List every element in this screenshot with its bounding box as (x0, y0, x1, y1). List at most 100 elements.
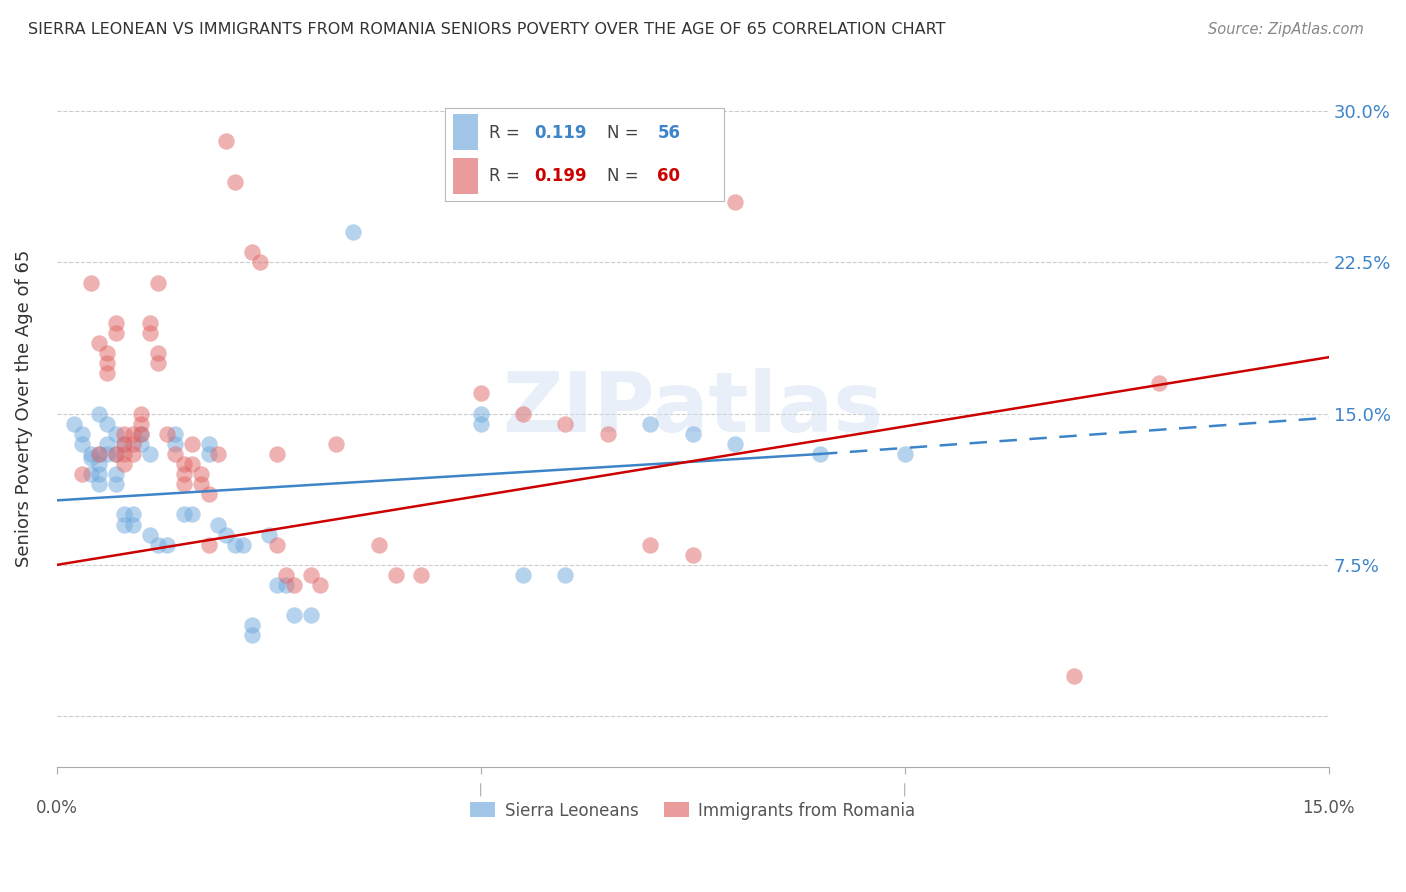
Point (104, 326, 127, 340)
Point (724, 437, 747, 451)
Point (96, 367, 118, 381)
Point (122, 517, 145, 532)
Point (87, 447, 110, 461)
Point (173, 477, 195, 491)
Point (181, 508, 204, 522)
Point (173, 508, 195, 522)
Point (114, 426, 136, 441)
Point (257, 527, 280, 541)
Point (411, 568, 433, 582)
Point (554, 417, 576, 431)
Text: 15.0%: 15.0% (1302, 798, 1355, 817)
Point (104, 316, 127, 330)
Point (554, 568, 576, 582)
Text: ZIPatlas: ZIPatlas (502, 368, 883, 449)
Point (173, 467, 195, 482)
Point (682, 548, 704, 562)
Point (139, 326, 162, 340)
Point (173, 457, 195, 471)
Point (198, 437, 221, 451)
Point (122, 447, 145, 461)
Point (131, 437, 153, 451)
Point (87, 407, 110, 421)
Point (325, 437, 347, 451)
Point (181, 437, 204, 451)
Point (104, 447, 127, 461)
Point (131, 417, 153, 431)
Legend: Sierra Leoneans, Immigrants from Romania: Sierra Leoneans, Immigrants from Romania (463, 795, 922, 826)
Point (79, 447, 101, 461)
Point (165, 426, 187, 441)
Point (139, 447, 162, 461)
Point (190, 477, 212, 491)
Point (512, 407, 534, 421)
Point (299, 568, 322, 582)
Point (283, 608, 305, 623)
Point (96, 346, 118, 360)
Point (385, 568, 408, 582)
Point (79, 450, 101, 465)
Point (96, 437, 118, 451)
Point (181, 457, 204, 471)
Point (156, 538, 179, 552)
Point (96, 356, 118, 370)
Point (215, 527, 238, 541)
Point (70, 426, 93, 441)
Point (131, 426, 153, 441)
Point (207, 517, 229, 532)
Point (139, 527, 162, 541)
Point (299, 608, 322, 623)
Point (148, 538, 170, 552)
Point (367, 538, 389, 552)
Point (893, 447, 915, 461)
Point (114, 457, 136, 471)
Point (232, 538, 254, 552)
Point (1147, 376, 1170, 391)
Point (148, 346, 170, 360)
Point (122, 508, 145, 522)
Point (165, 447, 187, 461)
Point (114, 437, 136, 451)
Point (104, 477, 127, 491)
Point (266, 447, 288, 461)
Point (79, 467, 101, 482)
Point (207, 447, 229, 461)
Point (198, 447, 221, 461)
Point (139, 316, 162, 330)
Point (87, 477, 110, 491)
Text: 0.0%: 0.0% (35, 798, 77, 817)
Point (190, 467, 212, 482)
Text: Source: ZipAtlas.com: Source: ZipAtlas.com (1208, 22, 1364, 37)
Point (87, 467, 110, 482)
Point (114, 447, 136, 461)
Point (148, 276, 170, 290)
Point (165, 437, 187, 451)
Point (87, 447, 110, 461)
Point (96, 447, 118, 461)
Point (131, 407, 153, 421)
Point (224, 175, 246, 189)
Point (283, 578, 305, 592)
Point (512, 568, 534, 582)
Point (87, 336, 110, 351)
Point (342, 225, 364, 239)
Point (104, 426, 127, 441)
Y-axis label: Seniors Poverty Over the Age of 65: Seniors Poverty Over the Age of 65 (15, 250, 32, 567)
Point (131, 426, 153, 441)
Point (470, 407, 492, 421)
Point (87, 457, 110, 471)
Point (274, 568, 297, 582)
Point (596, 426, 619, 441)
Point (122, 437, 145, 451)
Point (198, 487, 221, 501)
Point (1063, 669, 1085, 683)
Point (266, 578, 288, 592)
Point (114, 508, 136, 522)
Point (240, 245, 263, 260)
Text: SIERRA LEONEAN VS IMMIGRANTS FROM ROMANIA SENIORS POVERTY OVER THE AGE OF 65 COR: SIERRA LEONEAN VS IMMIGRANTS FROM ROMANI… (28, 22, 946, 37)
Point (96, 417, 118, 431)
Point (114, 437, 136, 451)
Point (308, 578, 330, 592)
Point (70, 437, 93, 451)
Point (240, 628, 263, 642)
